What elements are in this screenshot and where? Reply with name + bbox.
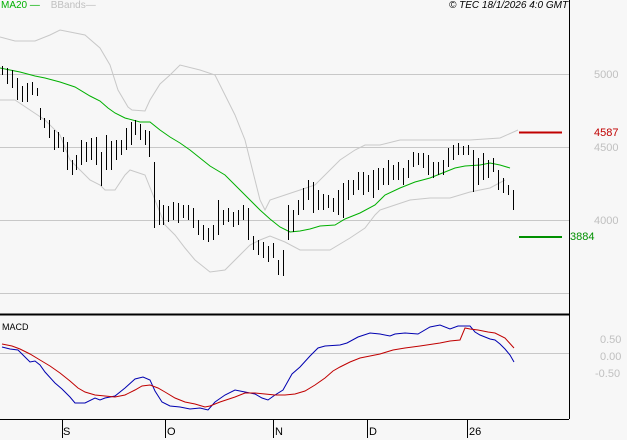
macd-label-000: 0.00 <box>600 351 622 363</box>
bollinger-bands <box>0 29 519 273</box>
x-label-n: N <box>275 426 283 438</box>
legend-ma20: MA20 — <box>1 0 40 11</box>
macd-title: MACD <box>2 322 29 332</box>
resistance-label: 4587 <box>594 127 619 139</box>
price-grid <box>0 74 569 294</box>
support-label: 3884 <box>570 231 595 243</box>
ohlc-bars <box>2 66 514 276</box>
macd-label-neg050: -0.50 <box>595 368 621 380</box>
copyright-text: © TEC 18/1/2026 4:0 GMT <box>449 0 569 11</box>
legend: MA20 — BBands— <box>1 0 96 11</box>
x-axis-ticks <box>62 420 468 438</box>
y-label-4000: 4000 <box>594 215 619 227</box>
x-label-26: 26 <box>469 426 482 438</box>
x-label-d: D <box>369 426 377 438</box>
x-label-s: S <box>63 426 71 438</box>
x-label-o: O <box>167 426 176 438</box>
legend-bbands: BBands— <box>50 0 96 11</box>
signal-line <box>1 327 515 408</box>
ma20-line <box>0 67 511 233</box>
macd-line <box>1 324 515 411</box>
macd-label-050: 0.50 <box>600 334 622 346</box>
y-label-4500: 4500 <box>594 142 619 154</box>
y-label-5000: 5000 <box>594 69 619 81</box>
